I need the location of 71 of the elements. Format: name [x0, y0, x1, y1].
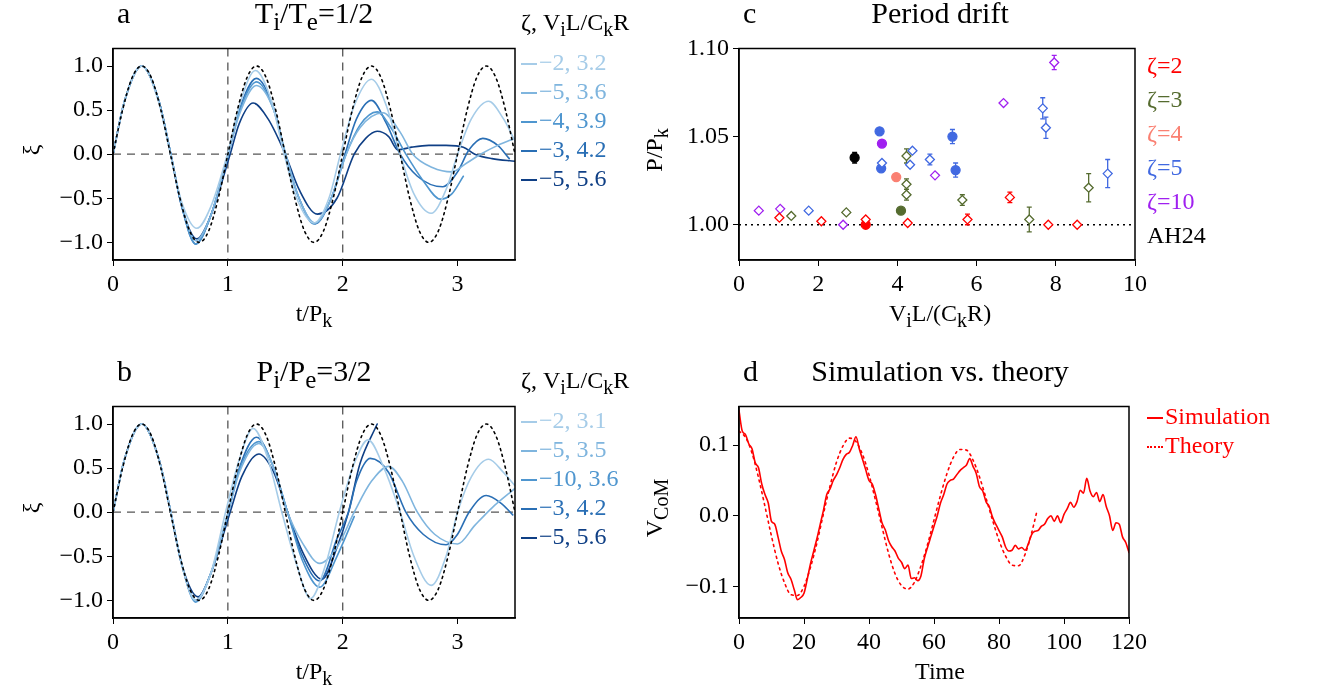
y-tick-label: 0.0 [73, 497, 103, 524]
y-tick-label: 1.05 [687, 121, 729, 148]
chart-title: Simulation vs. theory [811, 354, 1069, 388]
y-tick-label: 0.5 [73, 95, 103, 122]
text: ζ=4 [1147, 120, 1183, 146]
x-tick-label: 2 [336, 269, 349, 296]
x-tick-label: 2 [336, 627, 349, 654]
x-tick-label: 3 [451, 269, 464, 296]
y-tick-label: −0.5 [59, 183, 103, 210]
legend-label: −10, 3.6 [539, 464, 619, 491]
y-tick-label: −0.5 [59, 541, 103, 568]
x-tick-label: 0 [107, 627, 119, 654]
legend-label: −2, 3.2 [539, 48, 607, 75]
text: ζ=2 [1147, 52, 1183, 78]
x-tick-label: 0 [733, 269, 745, 296]
x-tick-label: 1 [221, 627, 234, 654]
text: ζ=10 [1147, 188, 1195, 214]
legend-label: −2, 3.1 [539, 406, 607, 433]
x-tick-label: 80 [987, 627, 1011, 654]
x-tick-label: 60 [922, 627, 946, 654]
y-tick-label: −1.0 [59, 227, 103, 254]
text: a [117, 0, 131, 30]
legend-label: Simulation [1165, 403, 1271, 429]
x-axis-title: t/P$_{k}$ [295, 300, 333, 332]
legend-label: Theory [1165, 432, 1235, 458]
legend-label: −5, 3.6 [539, 77, 607, 104]
text: d [743, 354, 758, 388]
x-tick-label: 100 [1046, 627, 1082, 654]
legend-title: ζ, V$_{i}$L/C$_{k}$R [521, 366, 630, 400]
legend-title: ζ, V$_{i}$L/C$_{k}$R [521, 8, 630, 42]
y-tick-label: 0.1 [699, 430, 729, 457]
y-tick-label: 1.00 [687, 210, 729, 237]
x-tick-label: 40 [857, 627, 881, 654]
x-tick-label: 10 [1123, 269, 1147, 296]
x-axis-title: V$_{i}$L/(C$_{k}$R) [888, 300, 992, 332]
x-tick-label: 0 [733, 627, 745, 654]
y-tick-label: 1.0 [73, 51, 103, 78]
y-tick-label: 1.0 [73, 409, 103, 436]
y-tick-label: 0.0 [699, 501, 729, 528]
x-axis-title: t/P$_{k}$ [295, 658, 333, 690]
x-tick-label: 8 [1049, 269, 1062, 296]
series-label: ζ=5 [1147, 154, 1183, 180]
chart-title: Period drift [871, 0, 1009, 30]
text: c [743, 0, 757, 30]
x-tick-label: 3 [451, 627, 464, 654]
legend-label: −4, 3.9 [539, 106, 607, 133]
x-tick-label: 4 [891, 269, 904, 296]
text: b [117, 354, 132, 388]
y-tick-label: 0.0 [73, 139, 103, 166]
chart-title: T$_{i}$/T$_{e}$=1/2 [254, 0, 374, 36]
chart-title: P$_{i}$/P$_{e}$=3/2 [256, 354, 372, 394]
x-tick-label: 1 [221, 269, 234, 296]
legend-label: −3, 4.2 [539, 135, 607, 162]
x-tick-label: 6 [970, 269, 983, 296]
y-tick-label: −1.0 [59, 585, 103, 612]
y-tick-label: 0.5 [73, 453, 103, 480]
x-tick-label: 0 [107, 269, 119, 296]
legend-label: −5, 3.5 [539, 435, 607, 462]
x-tick-label: 2 [812, 269, 825, 296]
y-axis-title: ξ [17, 144, 45, 156]
x-axis-title: Time [915, 658, 965, 685]
y-tick-label: −0.1 [685, 571, 729, 598]
y-tick-label: 1.10 [687, 33, 729, 60]
x-tick-label: 120 [1111, 627, 1147, 654]
legend-label: −3, 4.2 [539, 493, 607, 520]
x-tick-label: 20 [792, 627, 816, 654]
legend-label: −5, 5.6 [539, 164, 607, 191]
text: ζ=3 [1147, 86, 1183, 112]
y-axis-title: ξ [17, 502, 45, 514]
text: AH24 [1147, 222, 1206, 248]
legend-label: −5, 5.6 [539, 522, 607, 549]
